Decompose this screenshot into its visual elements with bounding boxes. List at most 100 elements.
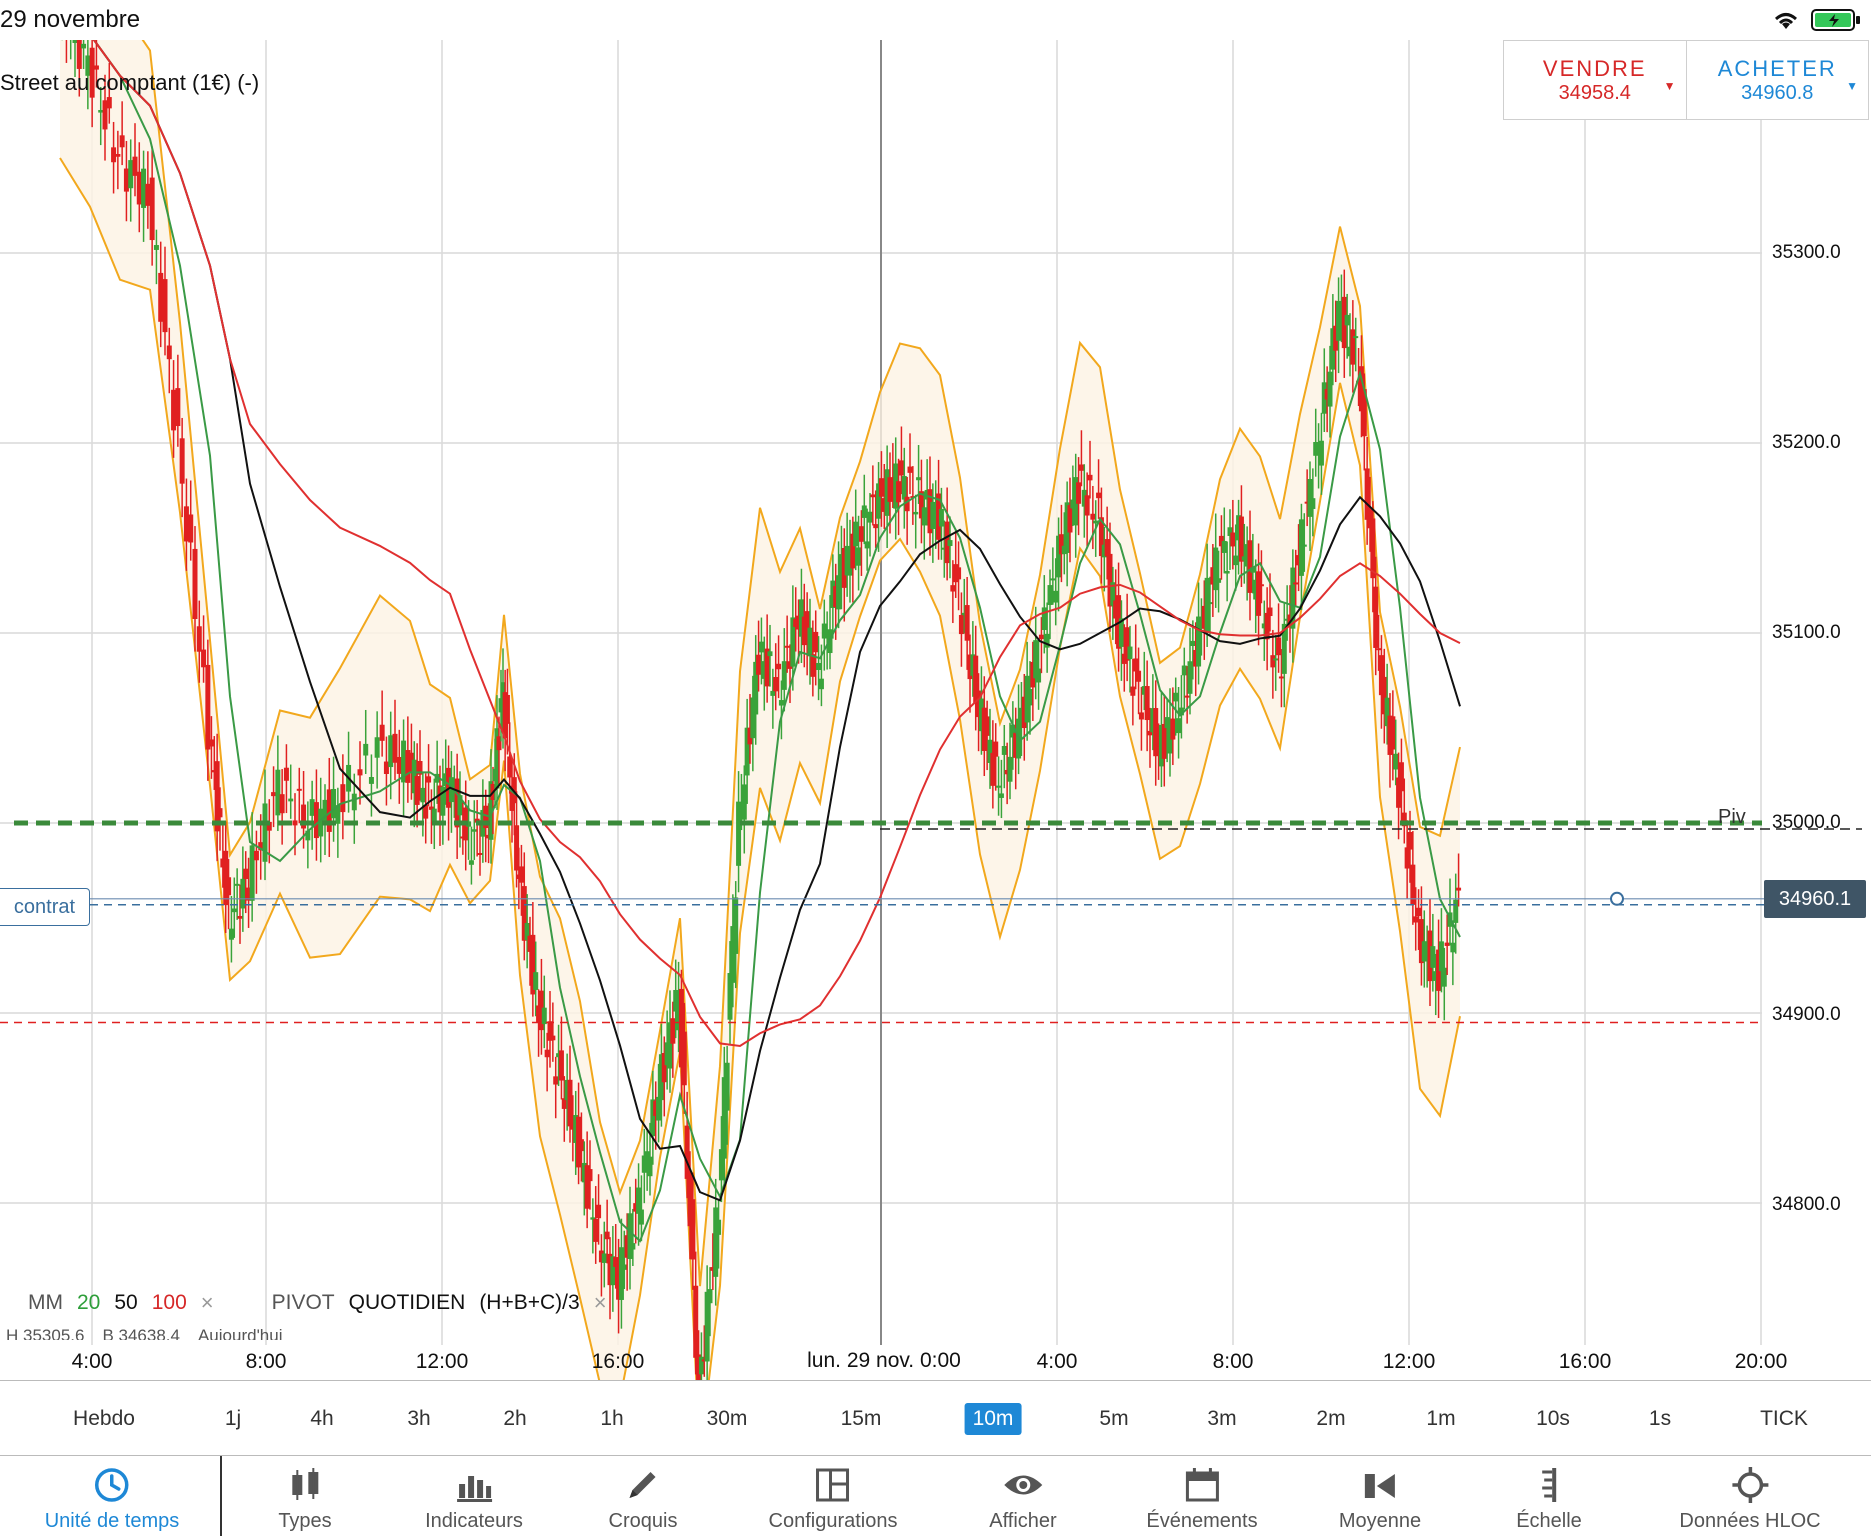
timeframe-4h[interactable]: 4h (310, 1407, 334, 1430)
timeframe-1s[interactable]: 1s (1648, 1407, 1672, 1430)
candle-body (1150, 708, 1156, 733)
price-chart[interactable] (0, 40, 1871, 1380)
candle-body (1404, 847, 1410, 869)
toolbar-average[interactable]: Moyenne (1339, 1456, 1421, 1536)
timeframe-2m[interactable]: 2m (1316, 1407, 1346, 1430)
candle-body (1296, 555, 1302, 566)
timeframe-2h[interactable]: 2h (503, 1407, 527, 1430)
timeframe-10m[interactable]: 10m (964, 1403, 1022, 1435)
candle-body (1307, 479, 1313, 517)
candle-body (119, 135, 125, 148)
candle-body (1241, 556, 1247, 561)
candle-body (1401, 812, 1407, 827)
candle-body (1373, 586, 1379, 648)
toolbar-scale[interactable]: Échelle (1516, 1456, 1582, 1536)
candle-body (784, 645, 790, 648)
timeframe-1m[interactable]: 1m (1426, 1407, 1456, 1430)
timeframe-5m[interactable]: 5m (1099, 1407, 1129, 1430)
toolbar-time-unit[interactable]: Unité de temps (45, 1456, 179, 1536)
candle-body (873, 524, 879, 529)
candle-body (1407, 832, 1413, 850)
candle-body (1058, 534, 1064, 555)
toolbar-events[interactable]: Événements (1146, 1456, 1258, 1536)
candle-body (1170, 718, 1176, 740)
candle-body (504, 694, 510, 724)
candle-body (553, 1076, 559, 1085)
contract-button[interactable]: contrat (0, 888, 90, 926)
timeframe-3m[interactable]: 3m (1207, 1407, 1237, 1430)
chart-area[interactable] (0, 40, 1871, 1380)
candle-body (1298, 519, 1304, 576)
timeframe-10s[interactable]: 10s (1536, 1407, 1570, 1430)
candle-body (405, 750, 411, 783)
candle-body (253, 850, 259, 861)
candle-body (956, 567, 962, 580)
candle-body (893, 463, 899, 509)
candle-body (621, 1264, 627, 1270)
candle-body (544, 1049, 550, 1058)
buy-button[interactable]: ACHETER 34960.8 ▼ (1685, 41, 1869, 119)
toolbar-label: Croquis (608, 1510, 678, 1532)
candle-body (340, 784, 346, 813)
candle-body (521, 886, 527, 941)
timeframe-30m[interactable]: 30m (706, 1407, 748, 1430)
candle-body (698, 1356, 704, 1375)
bollinger-upper-line (141, 40, 1461, 1287)
toolbar-configurations[interactable]: Configurations (769, 1456, 897, 1536)
candle-body (781, 661, 787, 690)
candle-body (616, 1258, 622, 1300)
close-icon[interactable]: × (593, 1290, 607, 1315)
candle-body (266, 821, 272, 831)
candle-body (420, 787, 426, 803)
timeframe-hebdo[interactable]: Hebdo (73, 1407, 135, 1430)
candle-body (1021, 696, 1027, 729)
toolbar-sketch[interactable]: Croquis (608, 1456, 678, 1536)
candle-body (1284, 618, 1290, 621)
candle-body (1078, 464, 1084, 471)
candle-body (1413, 916, 1419, 923)
candle-body (1041, 607, 1047, 631)
candle-body (601, 1253, 607, 1263)
toolbar-types[interactable]: Types (278, 1456, 332, 1536)
candle-body (804, 611, 810, 642)
sell-button[interactable]: VENDRE 34958.4 ▼ (1504, 41, 1686, 119)
candle-body (890, 477, 896, 493)
candle-body (1081, 489, 1087, 507)
toolbar-hloc-data[interactable]: Données HLOC (1679, 1456, 1821, 1536)
candle-body (813, 631, 819, 653)
candle-body (658, 1054, 664, 1101)
candle-body (1098, 517, 1104, 557)
candle-body (417, 760, 423, 775)
candle-body (884, 469, 890, 516)
legend-mm50: 50 (114, 1291, 138, 1314)
close-icon[interactable]: × (200, 1290, 214, 1315)
candle-body (641, 1155, 647, 1173)
candle-body (1436, 949, 1442, 991)
timeframe-15m[interactable]: 15m (840, 1407, 882, 1430)
candle-body (564, 1079, 570, 1101)
candle-body (787, 661, 793, 669)
toolbar-display[interactable]: Afficher (989, 1456, 1057, 1536)
toolbar-indicators[interactable]: Indicateurs (425, 1456, 523, 1536)
candle-body (741, 784, 747, 820)
candle-body (613, 1257, 619, 1267)
candle-body (1161, 723, 1167, 759)
candle-body (1427, 930, 1433, 982)
candle-body (730, 926, 736, 983)
timeframe-1h[interactable]: 1h (600, 1407, 624, 1430)
candle-body (443, 773, 449, 787)
time-tick: 8:00 (245, 1350, 287, 1373)
candle-body (1178, 707, 1184, 716)
candle-body (431, 808, 437, 822)
candle-body (604, 1231, 610, 1240)
candle-body (881, 498, 887, 512)
timeframe-tick[interactable]: TICK (1760, 1407, 1808, 1430)
candle-body (106, 97, 112, 109)
candle-body (494, 728, 500, 789)
candle-body (1396, 777, 1402, 808)
timeframe-3h[interactable]: 3h (407, 1407, 431, 1430)
candle-body (776, 663, 782, 670)
candle-body (226, 877, 232, 896)
timeframe-1j[interactable]: 1j (224, 1407, 242, 1430)
candle-body (1050, 578, 1056, 581)
